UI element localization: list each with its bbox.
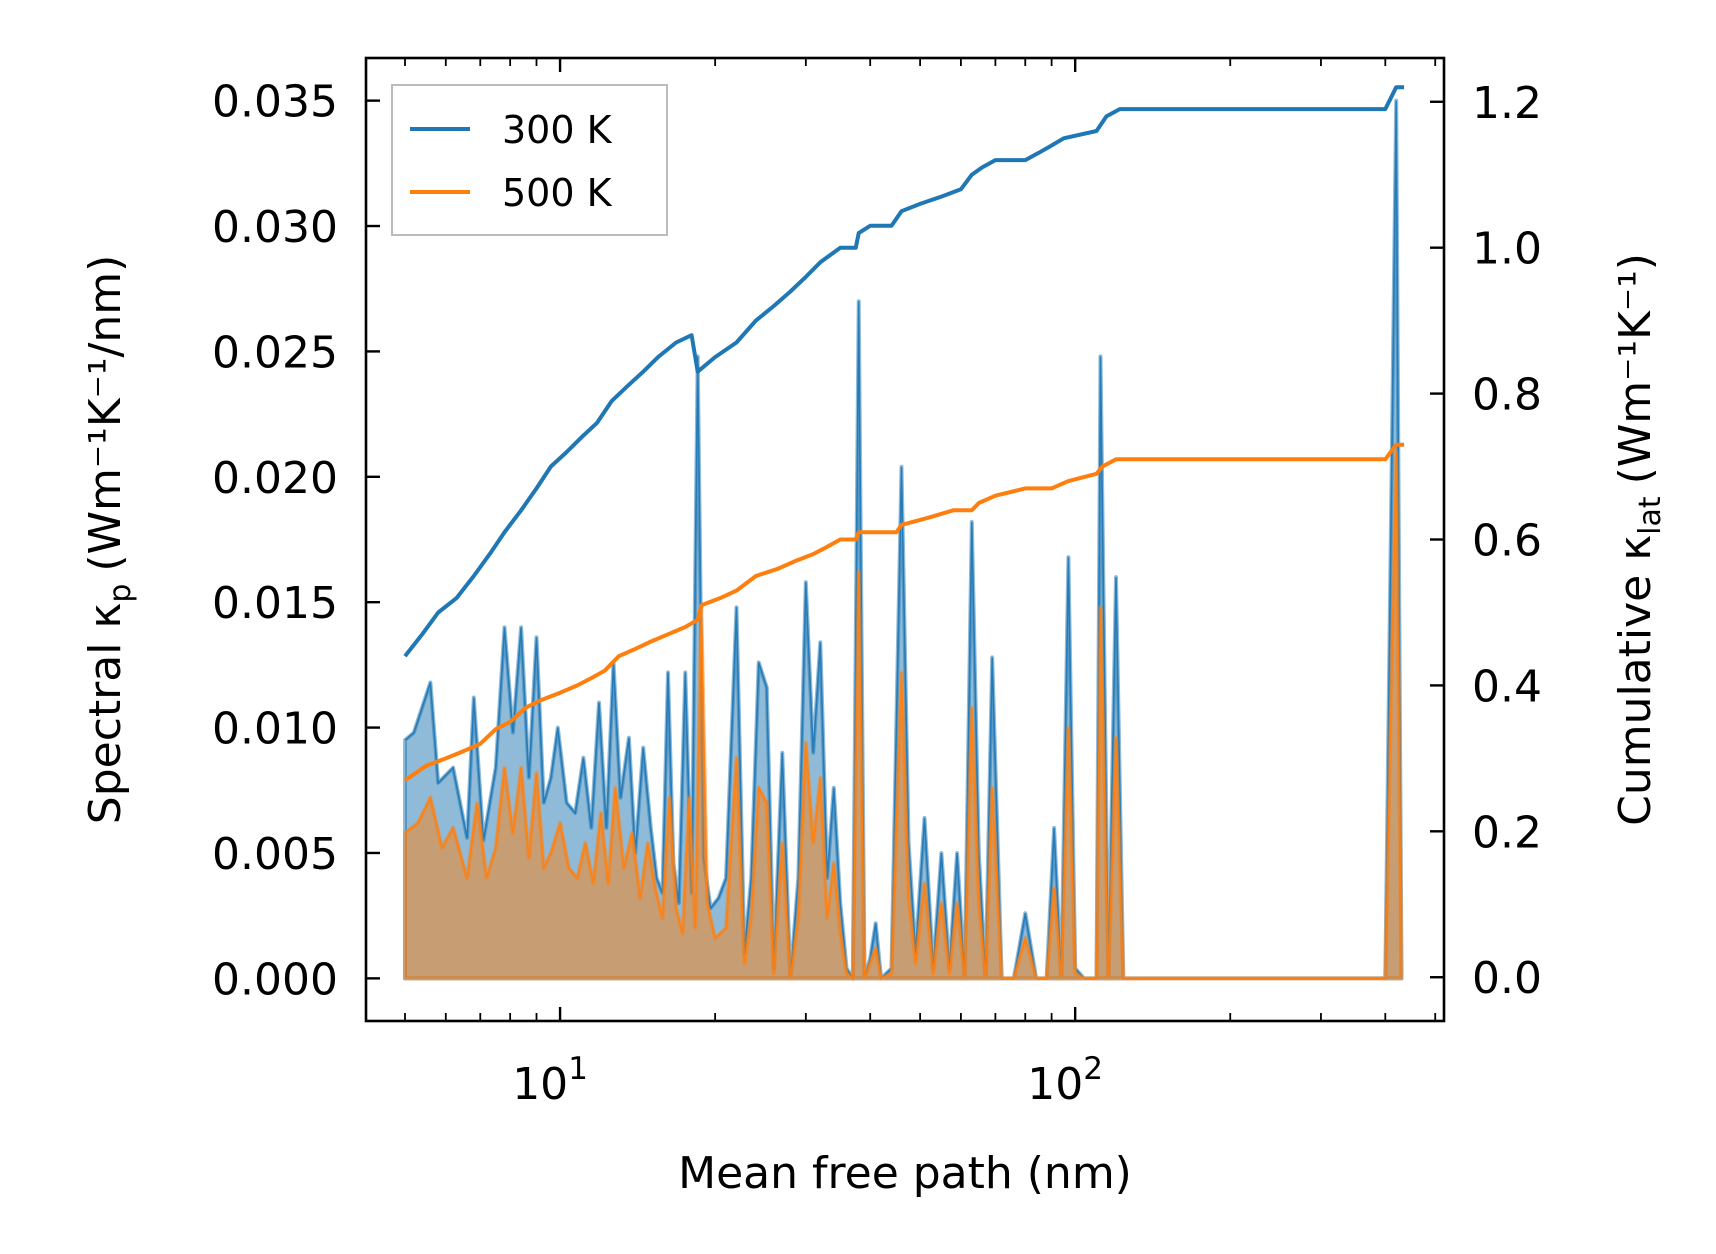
left-y-tick-label: 0.010 <box>212 704 338 755</box>
right-y-axis-title-unit: (Wm⁻¹K⁻¹) <box>1610 253 1661 484</box>
left-y-axis-title-main: Spectral κ <box>80 603 131 825</box>
left-y-tick-label: 0.030 <box>212 202 338 253</box>
cumulative-line-300k <box>403 85 1405 658</box>
x-tick-label-base: 10 <box>512 1059 568 1110</box>
x-tick-label: 101 <box>512 1051 588 1110</box>
right-y-axis-title-subscript: lat <box>1633 496 1668 535</box>
left-y-axis-title: Spectral κp (Wm⁻¹K⁻¹/nm) <box>80 255 138 824</box>
right-y-tick-label: 0.0 <box>1472 953 1542 1004</box>
right-y-axis-title-main: Cumulative κ <box>1610 535 1661 826</box>
right-y-tick-label: 0.8 <box>1472 370 1542 421</box>
legend-label-300k: 300 K <box>502 108 613 152</box>
right-y-tick-label: 0.6 <box>1472 516 1542 567</box>
legend-label-500k: 500 K <box>502 171 613 215</box>
left-y-tick-label: 0.015 <box>212 578 338 629</box>
left-y-tick-label: 0.025 <box>212 327 338 378</box>
left-y-tick-label: 0.005 <box>212 829 338 880</box>
left-y-tick-label: 0.000 <box>212 954 338 1005</box>
legend: 300 K 500 K <box>391 84 668 236</box>
x-tick-label-base: 10 <box>1027 1059 1083 1110</box>
right-y-tick-label: 1.0 <box>1472 224 1542 275</box>
x-axis-title: Mean free path (nm) <box>678 1148 1132 1199</box>
left-y-axis-title-subscript: p <box>103 584 138 603</box>
axes-layer: 101 1020.0000.0050.0100.0150.0200.0250.03… <box>212 56 1542 1110</box>
right-y-tick-label: 0.2 <box>1472 807 1542 858</box>
x-tick-label: 102 <box>1027 1051 1103 1110</box>
right-y-axis-title: Cumulative κlat (Wm⁻¹K⁻¹) <box>1610 253 1668 826</box>
x-tick-label-exponent: 2 <box>1083 1051 1103 1087</box>
right-y-tick-label: 0.4 <box>1472 661 1542 712</box>
right-y-tick-label: 1.2 <box>1472 78 1542 129</box>
legend-frame <box>391 84 668 236</box>
left-y-tick-label: 0.020 <box>212 453 338 504</box>
cumulative-line-500k <box>403 442 1405 782</box>
plot-data-layer <box>403 85 1405 982</box>
spectral-line-500k <box>404 451 1403 981</box>
left-y-tick-label: 0.035 <box>212 77 338 128</box>
left-y-axis-title-unit: (Wm⁻¹K⁻¹/nm) <box>80 255 131 572</box>
x-tick-label-exponent: 1 <box>568 1051 588 1087</box>
spectral-line-300k <box>404 100 1403 982</box>
